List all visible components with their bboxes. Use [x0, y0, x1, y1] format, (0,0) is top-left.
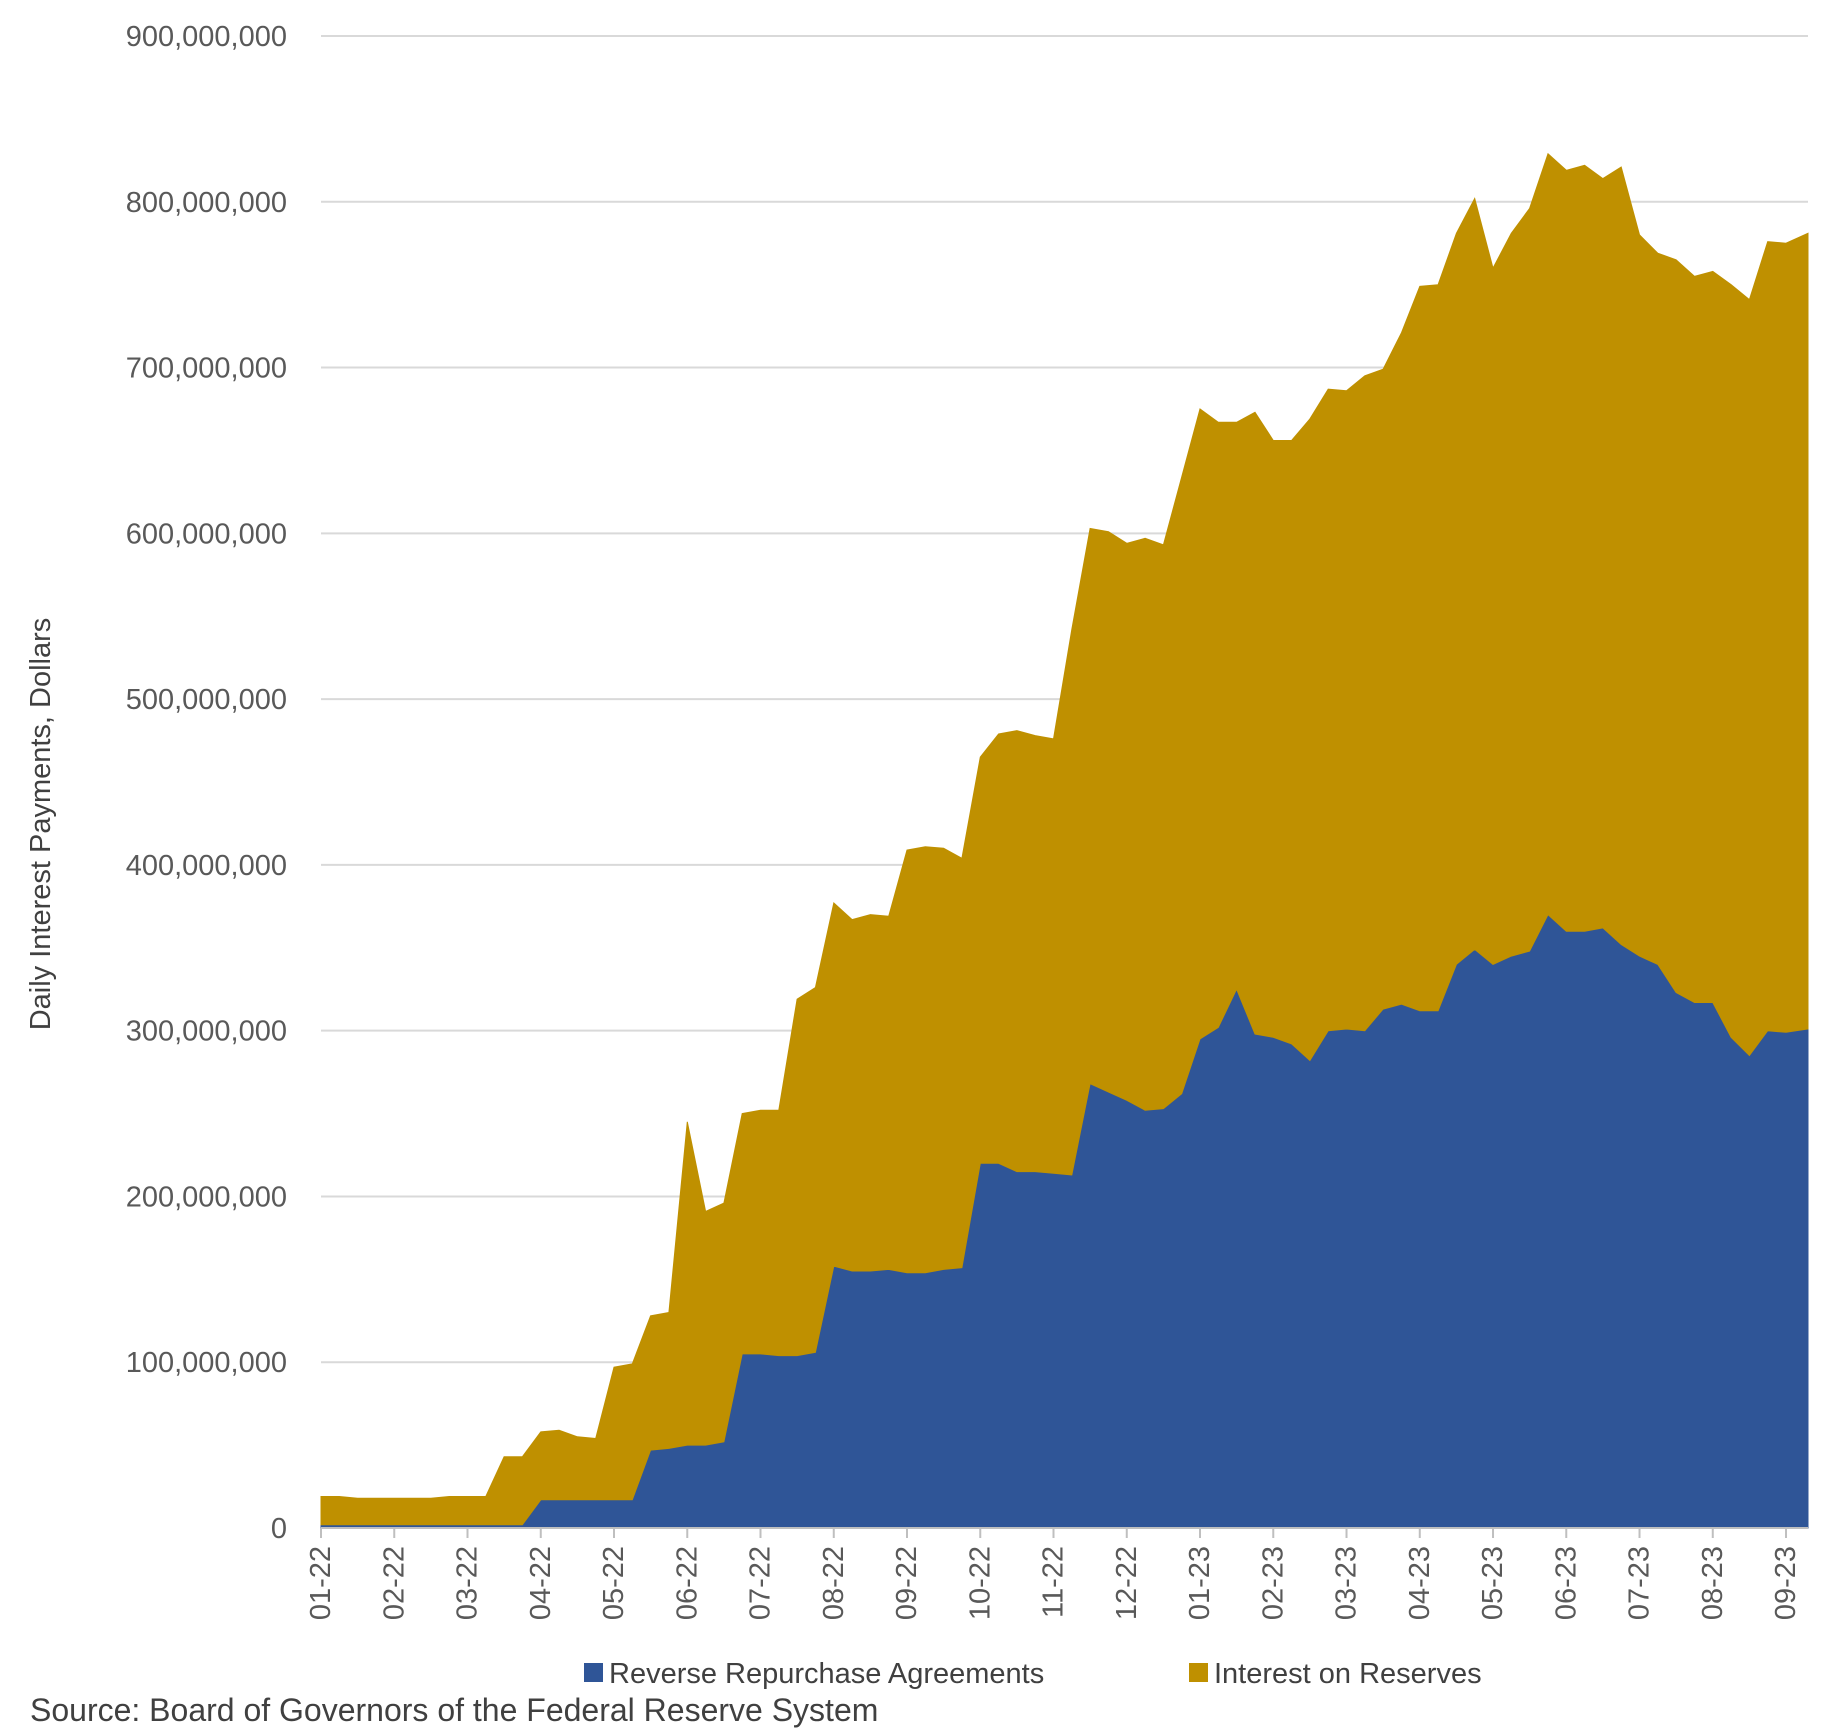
x-tick-label: 04-22 [525, 1546, 557, 1620]
x-tick-label: 02-22 [378, 1546, 410, 1620]
x-tick-label: 01-23 [1184, 1546, 1216, 1620]
legend-label-interest-on-reserves: Interest on Reserves [1214, 1658, 1482, 1690]
x-tick-label: 11-22 [1038, 1546, 1070, 1618]
x-tick-labels: 01-22 02-22 03-22 04-22 05-22 06-22 07-22 08-22… [305, 1546, 1802, 1620]
x-tick-label: 03-22 [452, 1546, 484, 1620]
y-tick-label: 900,000,000 [126, 21, 287, 53]
x-tick-label: 05-23 [1477, 1546, 1509, 1620]
y-tick-label: 800,000,000 [126, 187, 287, 219]
x-tick-label: 12-22 [1111, 1546, 1143, 1620]
x-tick-label: 08-22 [818, 1546, 850, 1620]
area-series-interest-on-reserves [320, 152, 1809, 1526]
x-tick-label: 06-23 [1550, 1546, 1582, 1620]
source-note: Source: Board of Governors of the Federa… [30, 1692, 878, 1728]
y-tick-label: 200,000,000 [126, 1181, 287, 1213]
y-tick-label: 400,000,000 [126, 850, 287, 882]
y-tick-label: 500,000,000 [126, 684, 287, 716]
y-tick-label: 300,000,000 [126, 1016, 287, 1048]
y-tick-label: 100,000,000 [126, 1347, 287, 1379]
x-tick-label: 02-23 [1257, 1546, 1289, 1620]
y-tick-label: 0 [271, 1513, 287, 1545]
x-tick-label: 08-23 [1697, 1546, 1729, 1620]
y-axis-title: Daily Interest Payments, Dollars [25, 618, 57, 1031]
y-tick-label: 600,000,000 [126, 518, 287, 550]
area-series [320, 152, 1809, 1529]
x-tick-label: 09-23 [1770, 1546, 1802, 1620]
y-axis: 0 100,000,000 200,000,000 300,000,000 400,00… [126, 21, 287, 1545]
x-tick-label: 10-22 [964, 1546, 996, 1620]
legend-swatch-reverse-repo [584, 1663, 603, 1682]
legend-label-reverse-repo: Reverse Repurchase Agreements [609, 1658, 1044, 1690]
x-tick-label: 05-22 [598, 1546, 630, 1620]
x-tick-label: 07-22 [745, 1546, 777, 1620]
x-tick-label: 01-22 [305, 1546, 337, 1620]
x-tick-label: 06-22 [671, 1546, 703, 1620]
x-tick-label: 07-23 [1624, 1546, 1656, 1620]
legend: Reverse Repurchase Agreements Interest o… [584, 1658, 1482, 1690]
y-tick-label: 700,000,000 [126, 353, 287, 385]
legend-swatch-interest-on-reserves [1189, 1663, 1208, 1682]
x-axis [320, 1527, 1808, 1538]
x-tick-label: 04-23 [1404, 1546, 1436, 1620]
x-tick-label: 03-23 [1331, 1546, 1363, 1620]
x-tick-label: 09-22 [891, 1546, 923, 1620]
